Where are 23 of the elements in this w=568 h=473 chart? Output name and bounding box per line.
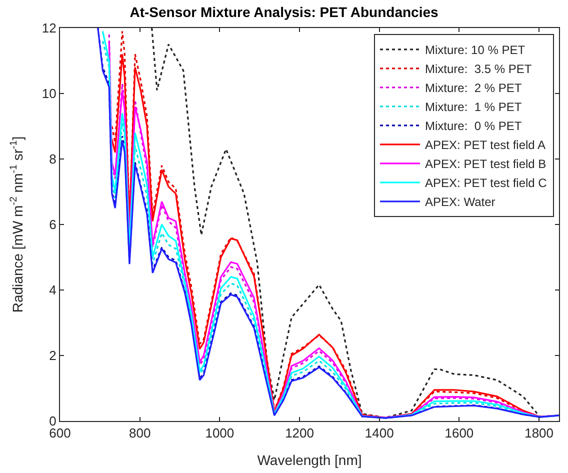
x-tick-label: 1000 bbox=[205, 426, 234, 441]
legend-label: Mixture: 3.5 % PET bbox=[425, 62, 532, 76]
legend-label: Mixture: 0 % PET bbox=[425, 119, 522, 134]
chart-title: At-Sensor Mixture Analysis: PET Abundancies bbox=[130, 4, 438, 20]
x-tick-label: 1600 bbox=[444, 426, 474, 441]
x-tick-label: 1200 bbox=[285, 426, 314, 441]
y-tick-label: 10 bbox=[42, 86, 56, 102]
legend-label: APEX: Water bbox=[425, 195, 496, 210]
legend-label: APEX: PET test field C bbox=[425, 176, 548, 190]
legend-label: APEX: PET test field A bbox=[425, 138, 546, 152]
legend-label: Mixture: 1 % PET bbox=[425, 100, 522, 114]
y-tick-label: 4 bbox=[49, 282, 56, 298]
y-tick-label: 2 bbox=[49, 348, 56, 364]
legend-label: Mixture: 10 % PET bbox=[425, 43, 526, 58]
x-tick-label: 1800 bbox=[524, 426, 554, 441]
x-tick-label: 1400 bbox=[364, 426, 394, 441]
y-tick-label: 6 bbox=[49, 217, 56, 232]
y-tick-label: 8 bbox=[49, 152, 56, 167]
x-axis-title: Wavelength [nm] bbox=[257, 452, 362, 468]
x-tick-label: 800 bbox=[128, 426, 151, 441]
legend-label: Mixture: 2 % PET bbox=[425, 81, 522, 96]
y-tick-label: 12 bbox=[42, 20, 56, 36]
legend-label: APEX: PET test field B bbox=[425, 157, 546, 172]
